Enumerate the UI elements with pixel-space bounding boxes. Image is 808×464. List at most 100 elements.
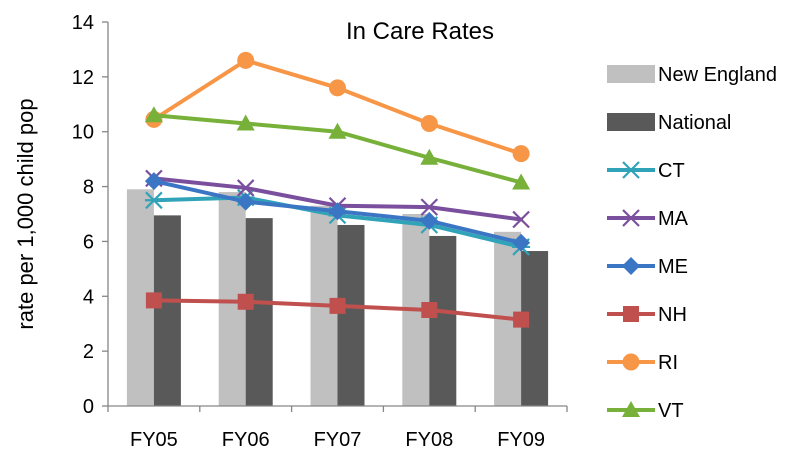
point-nh-fy05-shape — [145, 292, 162, 309]
x-tick-label: FY09 — [497, 429, 545, 451]
legend-label-national: National — [658, 112, 731, 134]
legend-item-ma: MA — [607, 208, 689, 230]
y-tick-label: 8 — [83, 177, 94, 199]
point-nh-fy09-shape — [513, 311, 530, 328]
legend-swatch-new-england — [607, 65, 655, 83]
point-vt-fy07 — [328, 122, 347, 139]
legend-item-new-england: New England — [607, 64, 777, 86]
x-tick-label: FY06 — [222, 429, 270, 451]
chart-title-group: In Care Rates — [327, 18, 513, 48]
bar-national-fy08 — [429, 235, 457, 406]
y-tick-label: 2 — [83, 341, 94, 363]
legend-marker-vt-shape — [622, 401, 640, 417]
bar-national-fy09 — [521, 251, 549, 406]
legend-label-me: ME — [658, 256, 688, 278]
x-tick-label: FY08 — [405, 429, 453, 451]
y-tick-label: 6 — [83, 231, 94, 253]
point-ri-fy07 — [329, 79, 346, 97]
y-tick-label: 14 — [72, 12, 94, 34]
legend-marker-ri — [622, 353, 640, 371]
point-nh-fy08-shape — [421, 302, 438, 318]
point-ri-fy08-shape — [420, 114, 438, 132]
bar-national-fy07 — [337, 224, 365, 406]
point-vt-fy06-shape — [236, 114, 255, 131]
chart-title: In Care Rates — [346, 18, 494, 45]
legend-marker-ma — [622, 209, 640, 227]
point-me-fy09 — [512, 233, 531, 252]
point-vt-fy08 — [420, 148, 439, 165]
point-ma-fy06 — [236, 179, 255, 197]
point-me-fy06-shape — [236, 192, 255, 211]
point-nh-fy07 — [329, 297, 346, 314]
legend-marker-vt — [622, 401, 640, 417]
legend-label-nh: NH — [658, 304, 687, 326]
point-nh-fy06 — [237, 293, 254, 310]
point-me-fy07 — [328, 202, 347, 221]
point-me-fy08-shape — [420, 211, 439, 230]
point-ct-fy05 — [144, 191, 163, 210]
legend-marker-ri-shape — [622, 353, 640, 371]
point-ma-fy09 — [512, 210, 530, 229]
legend-item-ct: CT — [607, 160, 685, 182]
point-ri-fy09-shape — [512, 145, 530, 163]
point-nh-fy09 — [513, 311, 530, 328]
chart-title-background — [327, 18, 513, 48]
point-ma-fy08-stroke — [420, 198, 439, 216]
legend-label-ct: CT — [658, 160, 685, 182]
plot-area: 0 2 4 6 8 10 12 14 FY05 FY06 FY07 FY08 FY09 — [72, 12, 568, 451]
y-axis-label: rate per 1,000 child pop — [13, 98, 38, 329]
point-me-fy09-shape — [512, 233, 531, 252]
legend: New England National CT MA ME NH RI VT — [607, 64, 777, 422]
legend-label-ri: RI — [658, 352, 678, 374]
bar-national-fy06 — [245, 218, 273, 406]
legend-marker-ct — [622, 161, 640, 179]
point-me-fy08 — [420, 211, 439, 230]
y-tick-label: 10 — [72, 122, 94, 144]
point-vt-fy06 — [236, 114, 255, 131]
legend-label-new-england: New England — [658, 64, 777, 86]
legend-item-national: National — [607, 112, 731, 134]
point-me-fy07-shape — [328, 202, 347, 221]
point-me-fy05-shape — [144, 172, 163, 191]
point-ri-fy06 — [237, 51, 255, 69]
legend-item-nh: NH — [607, 304, 687, 326]
point-ma-fy09-stroke — [512, 210, 530, 229]
point-me-fy06 — [236, 192, 255, 211]
y-tick-label: 12 — [72, 67, 94, 89]
point-ri-fy09 — [512, 145, 530, 163]
legend-item-vt: VT — [607, 400, 684, 422]
legend-label-vt: VT — [658, 400, 684, 422]
point-me-fy05 — [144, 172, 163, 191]
point-ma-fy06-stroke — [236, 179, 255, 197]
point-nh-fy07-shape — [329, 297, 346, 314]
point-vt-fy09 — [512, 173, 531, 190]
legend-marker-nh — [623, 306, 639, 322]
legend-marker-me-shape — [622, 257, 640, 275]
point-vt-fy05-shape — [144, 106, 163, 123]
point-nh-fy05 — [145, 292, 162, 309]
point-ri-fy07-shape — [329, 79, 346, 97]
legend-marker-nh-shape — [623, 306, 639, 322]
point-vt-fy05 — [144, 106, 163, 123]
point-ri-fy06-shape — [237, 51, 255, 69]
legend-marker-ma-stroke — [622, 209, 640, 227]
point-ma-fy08 — [420, 198, 439, 216]
y-tick-label: 4 — [83, 286, 94, 308]
legend-item-me: ME — [607, 256, 688, 278]
point-vt-fy09-shape — [512, 173, 531, 190]
legend-label-ma: MA — [658, 208, 689, 230]
x-tick-label: FY05 — [130, 429, 178, 451]
bar-national-fy05 — [153, 215, 181, 406]
x-tick-label: FY07 — [314, 429, 362, 451]
legend-item-ri: RI — [607, 352, 678, 374]
point-nh-fy06-shape — [237, 293, 254, 310]
legend-marker-me — [622, 257, 640, 275]
line-ri — [151, 58, 524, 156]
y-tick-label: 0 — [83, 396, 94, 418]
point-nh-fy08 — [421, 302, 438, 318]
point-ri-fy08 — [420, 114, 438, 132]
point-vt-fy07-shape — [328, 122, 347, 139]
point-vt-fy08-shape — [420, 148, 439, 165]
